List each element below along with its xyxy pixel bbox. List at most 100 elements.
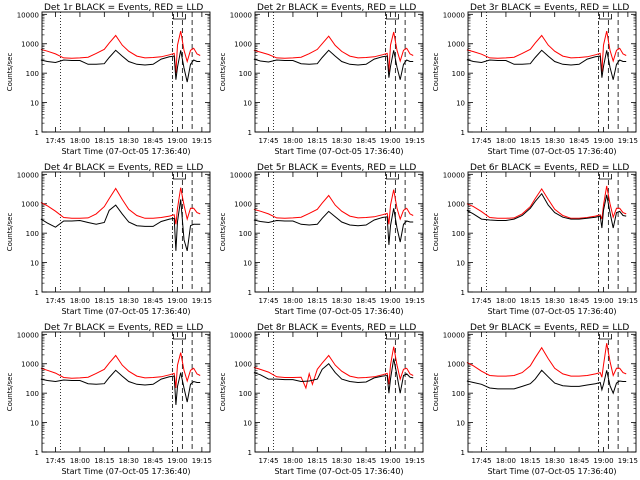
y-tick-label: 1 bbox=[248, 129, 252, 137]
x-axis-label: Start Time (07-Oct-05 17:36:40) bbox=[274, 147, 403, 156]
y-tick-label: 1000 bbox=[21, 41, 39, 49]
plot-frame bbox=[254, 11, 424, 133]
x-tick-label: 18:15 bbox=[307, 137, 327, 145]
x-tick-label: 18:30 bbox=[545, 457, 565, 465]
y-tick-label: 1000 bbox=[21, 201, 39, 209]
y-tick-label: 100 bbox=[239, 70, 252, 78]
x-axis-label: Start Time (07-Oct-05 17:36:40) bbox=[61, 147, 190, 156]
plot-frame bbox=[41, 11, 211, 133]
plot-frame bbox=[41, 331, 211, 453]
y-tick-label: 10 bbox=[243, 100, 252, 108]
y-tick-label: 10000 bbox=[443, 171, 465, 179]
y-tick-label: 1000 bbox=[21, 361, 39, 369]
detector-chart-5: Det 5r BLACK = Events, RED = LLD Counts/s… bbox=[219, 163, 425, 316]
x-tick-label: 18:15 bbox=[520, 137, 540, 145]
y-tick-label: 10000 bbox=[230, 331, 252, 339]
y-tick-label: 1000 bbox=[234, 41, 252, 49]
lld-series-line bbox=[466, 343, 627, 378]
x-tick-label: 19:15 bbox=[405, 137, 425, 145]
events-series-line bbox=[253, 358, 414, 394]
x-axis-label: Start Time (07-Oct-05 17:36:40) bbox=[487, 307, 616, 316]
y-tick-label: 1 bbox=[461, 449, 465, 457]
chart-title: Det 8r BLACK = Events, RED = LLD bbox=[257, 323, 416, 333]
events-series-line bbox=[253, 49, 414, 80]
lld-series-line bbox=[466, 30, 627, 72]
x-tick-label: 18:45 bbox=[356, 457, 376, 465]
y-axis-label: Counts/sec bbox=[432, 373, 440, 412]
x-tick-label: 19:15 bbox=[618, 137, 638, 145]
y-tick-label: 10 bbox=[30, 100, 39, 108]
x-tick-label: 18:30 bbox=[119, 137, 139, 145]
x-tick-label: 19:00 bbox=[593, 137, 613, 145]
x-axis-label: Start Time (07-Oct-05 17:36:40) bbox=[61, 467, 190, 476]
y-tick-label: 1 bbox=[248, 449, 252, 457]
y-axis-label: Counts/sec bbox=[432, 213, 440, 252]
x-tick-label: 18:15 bbox=[94, 297, 114, 305]
chart-title: Det 7r BLACK = Events, RED = LLD bbox=[44, 323, 203, 333]
plot-frame bbox=[467, 331, 637, 453]
y-tick-label: 1000 bbox=[447, 361, 465, 369]
y-tick-label: 10000 bbox=[443, 331, 465, 339]
y-tick-label: 1 bbox=[461, 289, 465, 297]
interval-bracket bbox=[173, 14, 186, 20]
x-tick-label: 18:00 bbox=[70, 457, 90, 465]
lld-series-line bbox=[253, 31, 414, 72]
y-tick-label: 100 bbox=[452, 70, 465, 78]
plot-frame bbox=[41, 171, 211, 293]
x-tick-label: 18:45 bbox=[143, 137, 163, 145]
y-axis-label: Counts/sec bbox=[219, 53, 227, 92]
x-tick-label: 17:45 bbox=[258, 457, 278, 465]
x-tick-label: 18:15 bbox=[307, 457, 327, 465]
x-tick-label: 19:00 bbox=[380, 457, 400, 465]
chart-title: Det 6r BLACK = Events, RED = LLD bbox=[470, 163, 629, 173]
y-tick-label: 1000 bbox=[234, 201, 252, 209]
x-tick-label: 19:00 bbox=[167, 457, 187, 465]
detector-chart-2: Det 2r BLACK = Events, RED = LLD Counts/s… bbox=[219, 3, 425, 156]
lld-series-line bbox=[40, 187, 201, 225]
events-series-line bbox=[40, 369, 201, 405]
x-tick-label: 18:45 bbox=[569, 137, 589, 145]
x-tick-label: 18:00 bbox=[283, 457, 303, 465]
plot-frame bbox=[254, 331, 424, 453]
x-tick-label: 19:15 bbox=[405, 297, 425, 305]
plot-frame bbox=[254, 171, 424, 293]
y-tick-label: 1 bbox=[35, 449, 39, 457]
interval-bracket bbox=[386, 174, 399, 180]
interval-bracket bbox=[173, 334, 186, 340]
y-tick-label: 10 bbox=[30, 420, 39, 428]
x-tick-label: 18:15 bbox=[94, 457, 114, 465]
y-tick-label: 100 bbox=[239, 230, 252, 238]
detector-chart-9: Det 9r BLACK = Events, RED = LLD Counts/s… bbox=[432, 323, 638, 476]
y-tick-label: 10000 bbox=[17, 11, 39, 19]
x-tick-label: 19:15 bbox=[405, 457, 425, 465]
chart-title: Det 1r BLACK = Events, RED = LLD bbox=[44, 3, 203, 13]
chart-title: Det 4r BLACK = Events, RED = LLD bbox=[44, 163, 203, 173]
events-series-line bbox=[466, 192, 627, 229]
lld-series-line bbox=[253, 189, 414, 225]
x-tick-label: 19:00 bbox=[167, 137, 187, 145]
detector-chart-4: Det 4r BLACK = Events, RED = LLD Counts/s… bbox=[6, 163, 212, 316]
detector-chart-6: Det 6r BLACK = Events, RED = LLD Counts/s… bbox=[432, 163, 638, 316]
y-tick-label: 100 bbox=[452, 390, 465, 398]
x-axis-label: Start Time (07-Oct-05 17:36:40) bbox=[61, 307, 190, 316]
lld-series-line bbox=[253, 346, 414, 390]
y-tick-label: 1 bbox=[461, 129, 465, 137]
x-tick-label: 18:45 bbox=[569, 297, 589, 305]
x-tick-label: 19:15 bbox=[192, 137, 212, 145]
x-axis-label: Start Time (07-Oct-05 17:36:40) bbox=[487, 467, 616, 476]
y-tick-label: 10 bbox=[456, 420, 465, 428]
y-tick-label: 10 bbox=[243, 260, 252, 268]
events-series-line bbox=[466, 369, 627, 395]
y-tick-label: 10000 bbox=[230, 171, 252, 179]
interval-bracket bbox=[599, 174, 612, 180]
events-series-line bbox=[40, 49, 201, 83]
y-axis-label: Counts/sec bbox=[6, 373, 14, 412]
y-tick-label: 100 bbox=[26, 70, 39, 78]
x-tick-label: 18:00 bbox=[496, 137, 516, 145]
interval-bracket bbox=[386, 14, 399, 20]
x-tick-label: 18:15 bbox=[94, 137, 114, 145]
x-tick-label: 17:45 bbox=[258, 137, 278, 145]
x-tick-label: 18:30 bbox=[332, 137, 352, 145]
y-tick-label: 10 bbox=[30, 260, 39, 268]
